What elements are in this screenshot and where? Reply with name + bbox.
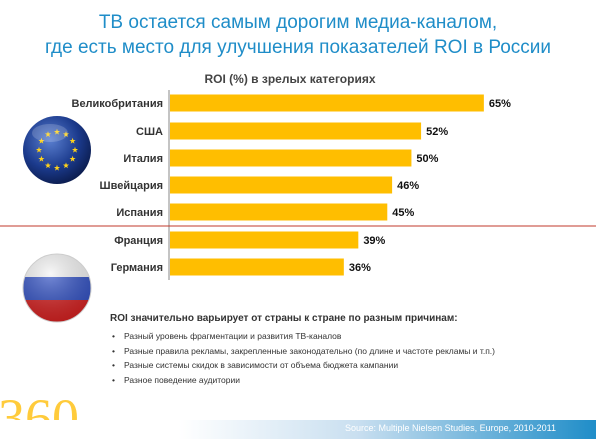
category-label: Германия [111, 262, 163, 274]
bullet-icon: • [112, 331, 115, 341]
bar [170, 94, 484, 112]
eu-star-icon [44, 162, 52, 169]
category-label: США [136, 126, 163, 138]
value-label: 65% [489, 98, 511, 110]
eu-star-icon [35, 146, 43, 153]
bullet-icon: • [112, 374, 115, 385]
category-label: Швейцария [100, 180, 163, 192]
category-label: Великобритания [72, 98, 164, 110]
notes-heading: ROI значительно варьирует от страны к ст… [110, 313, 458, 324]
note-text: Разный уровень фрагментации и развития Т… [124, 331, 342, 341]
list-item: • Разные системы скидок в зависимости от … [110, 358, 580, 373]
value-label: 50% [416, 153, 438, 165]
eu-star-icon [38, 137, 45, 144]
category-label: Испания [116, 207, 163, 219]
bullet-icon: • [112, 345, 115, 356]
eu-star-icon [53, 128, 61, 135]
eu-flag-icon [23, 116, 91, 184]
value-label: 36% [349, 262, 371, 274]
bar [170, 149, 412, 167]
page-title-line-2: где есть место для улучшения показателей… [44, 37, 552, 58]
notes-block: ROI значительно варьирует от страны к ст… [110, 313, 580, 387]
bar [170, 122, 422, 140]
eu-star-icon [69, 155, 76, 162]
list-item: • Разный уровень фрагментации и развития … [110, 329, 580, 344]
source-note: Source: Multiple Nielsen Studies, Europe… [345, 423, 556, 433]
eu-star-icon [38, 155, 45, 162]
bar [170, 231, 359, 249]
notes-list: • Разный уровень фрагментации и развития … [110, 329, 580, 387]
eu-star-icon [44, 131, 52, 137]
chart-title: ROI (%) в зрелых категориях [204, 72, 375, 86]
note-text: Разное поведение аудитории [124, 374, 240, 385]
bars-group: Великобритания 65% США 52% Италия 50% Швейцари… [72, 94, 511, 276]
category-label: Франция [114, 235, 163, 247]
page-title-line-1: ТВ остается самым дорогим медиа-каналом, [98, 12, 498, 33]
bar [170, 258, 344, 276]
value-label: 46% [397, 180, 419, 192]
note-text: Разные системы скидок в зависимости от о… [124, 360, 399, 370]
bullet-icon: • [112, 360, 115, 370]
value-label: 45% [392, 207, 414, 219]
list-item: • Разное поведение аудитории [110, 373, 580, 388]
eu-star-icon [53, 164, 61, 171]
eu-star-icon [62, 162, 70, 169]
note-text: Разные правила рекламы, закрепленные зак… [124, 345, 495, 356]
eu-star-icon [62, 131, 70, 137]
eu-star-icon [69, 137, 76, 144]
footer-bar: Source: Multiple Nielsen Studies, Europe… [0, 420, 596, 439]
category-label: Италия [123, 153, 163, 165]
bar [170, 203, 388, 221]
value-label: 39% [363, 235, 385, 247]
eu-star-icon [71, 146, 79, 153]
russia-flag-icon [22, 253, 92, 323]
value-label: 52% [426, 126, 448, 138]
bar [170, 176, 393, 194]
list-item: • Разные правила рекламы, закрепленные за… [110, 344, 580, 359]
